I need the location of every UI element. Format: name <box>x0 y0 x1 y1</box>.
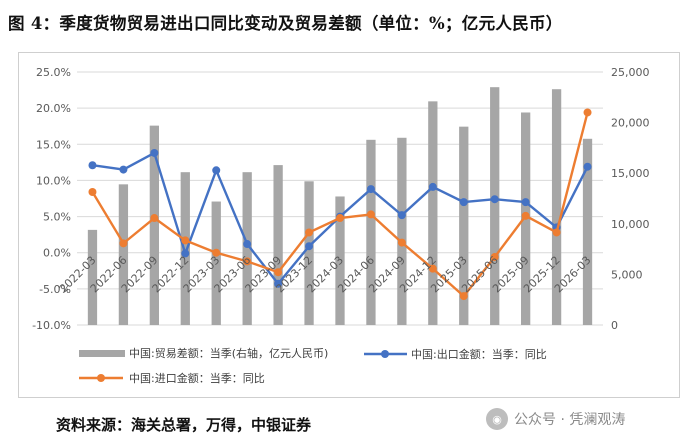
point-export-yoy <box>397 211 406 220</box>
y-tick-label-left: 20.0% <box>36 102 71 115</box>
y-tick-label-right: 15,000 <box>611 167 650 180</box>
bar-trade-balance <box>459 126 469 325</box>
point-export-yoy <box>428 182 437 191</box>
chart-svg: 2022-032022-062022-092022-122023-032023-… <box>32 66 650 385</box>
chart-frame: 2022-03 2022-06 2022-09 2022-12 2023-03 2023-… <box>18 52 680 398</box>
point-import-yoy <box>274 268 283 277</box>
point-import-yoy <box>150 214 159 223</box>
legend-label-trade-balance: 中国:贸易差额：当季(右轴，亿元人民币) <box>129 346 328 360</box>
point-import-yoy <box>181 236 190 245</box>
y-tick-label-right: 25,000 <box>611 66 650 79</box>
y-tick-label-left: 5.0% <box>43 211 71 224</box>
page-title: 图 4：季度货物贸易进出口同比变动及贸易差额（单位：%；亿元人民币） <box>8 14 563 33</box>
point-import-yoy <box>88 187 97 196</box>
bar-trade-balance <box>180 172 190 325</box>
bar-trade-balance <box>304 181 314 325</box>
point-import-yoy <box>552 228 561 237</box>
bar-trade-balance <box>87 229 98 325</box>
bar-trade-balance <box>551 89 562 325</box>
legend-swatch-trade-balance <box>79 350 125 357</box>
point-export-yoy <box>119 165 128 174</box>
point-import-yoy <box>459 292 468 301</box>
bar-trade-balance <box>211 201 221 325</box>
y-tick-label-right: 10,000 <box>611 218 650 231</box>
bar-trade-balance <box>490 87 500 326</box>
bar-trade-balance <box>335 196 345 325</box>
chart-legend: 中国:贸易差额：当季(右轴，亿元人民币) 中国:出口金额：当季：同比中国:进口金额… <box>79 346 547 385</box>
y-tick-label-right: 0 <box>611 319 618 332</box>
bar-trade-balance <box>273 165 283 325</box>
point-import-yoy <box>397 238 406 247</box>
y-tick-label-right: 5,000 <box>611 268 643 281</box>
point-export-yoy <box>583 162 592 171</box>
y-tick-label-right: 20,000 <box>611 117 650 130</box>
bar-trade-balance <box>582 138 593 325</box>
y-tick-label-left: -10.0% <box>32 319 71 332</box>
bar-trade-balance <box>118 184 129 325</box>
y-tick-label-left: 15.0% <box>36 138 71 151</box>
point-export-yoy <box>88 161 97 170</box>
legend-marker-export <box>381 350 389 358</box>
y-tick-label-left: -5.0% <box>39 283 71 296</box>
point-import-yoy <box>490 253 499 262</box>
legend-marker-import <box>97 374 105 382</box>
point-import-yoy <box>583 108 592 117</box>
point-import-yoy <box>336 214 344 223</box>
point-export-yoy <box>490 195 499 204</box>
bar-trade-balance <box>242 172 252 325</box>
chart-lines <box>88 108 592 301</box>
bar-trade-balance <box>366 139 376 325</box>
point-export-yoy <box>274 279 283 288</box>
point-export-yoy <box>521 198 530 207</box>
y-tick-label-left: 10.0% <box>36 174 71 187</box>
bar-trade-balance <box>149 125 159 325</box>
point-import-yoy <box>428 264 437 273</box>
point-export-yoy <box>243 240 252 249</box>
point-export-yoy <box>366 185 375 194</box>
source-note: 资料来源：海关总署，万得，中银证券 <box>56 416 312 434</box>
bar-trade-balance <box>428 101 438 326</box>
y-tick-label-left: 0.0% <box>43 247 71 260</box>
chart-y-labels-left: 25.0% 20.0% 15.0% 10.0% 5.0% 0.0% -5.0% -10.0% <box>32 66 71 332</box>
point-export-yoy <box>181 249 190 258</box>
point-export-yoy <box>150 148 159 157</box>
wechat-logo-icon: ◉ <box>486 408 508 430</box>
point-export-yoy <box>305 242 314 251</box>
watermark: ◉ 公众号 · 凭澜观涛 <box>486 408 625 430</box>
point-export-yoy <box>459 198 468 207</box>
chart-y-labels-right: 25,000 20,000 15,000 10,000 5,000 0 <box>611 66 650 332</box>
y-tick-label-left: 25.0% <box>36 66 71 79</box>
point-import-yoy <box>305 228 314 237</box>
point-import-yoy <box>243 257 252 266</box>
point-import-yoy <box>119 239 128 248</box>
bar-trade-balance <box>397 137 407 325</box>
point-import-yoy <box>212 248 221 257</box>
point-import-yoy <box>366 210 375 219</box>
legend-label-import: 中国:进口金额：当季：同比 <box>129 371 265 385</box>
point-import-yoy <box>521 211 530 220</box>
point-export-yoy <box>212 166 221 175</box>
legend-label-export: 中国:出口金额：当季：同比 <box>411 347 547 361</box>
watermark-text: 公众号 · 凭澜观涛 <box>514 412 626 428</box>
